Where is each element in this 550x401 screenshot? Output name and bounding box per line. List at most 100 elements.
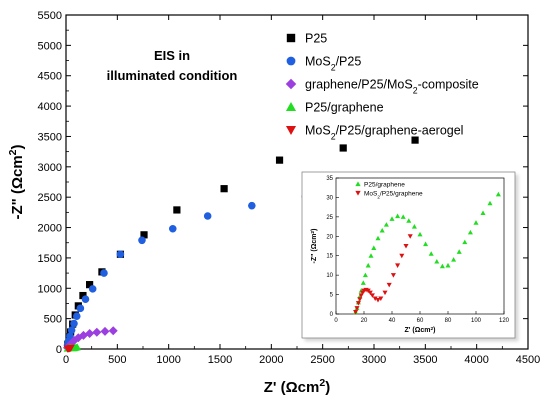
inset-data-point [378,296,384,301]
data-point [73,343,82,351]
data-point [67,344,75,352]
inset-data-point [423,241,429,247]
y-tick-label: 3500 [38,131,62,143]
inset-data-point [495,191,501,197]
x-axis-title: Z' (Ωcm2) [264,377,330,396]
data-point [81,295,90,303]
inset-data-point [371,245,377,250]
annotation-line-2: illuminated condition [107,68,238,83]
inset-y-tick-label: 5 [330,293,334,299]
inset-data-point [375,297,381,303]
data-point [116,250,125,259]
y-tick-label: 2500 [38,192,62,204]
inset-x-axis-title: Z' (Ωcm2) [404,326,435,335]
x-tick-label: 3000 [362,354,386,366]
data-point [100,326,110,336]
y-axis-title: -Z" (Ωcm2) [7,145,26,220]
y-tick-label: 4500 [38,71,62,83]
data-point [248,201,256,210]
inset-x-tick-label: 120 [499,318,510,324]
inset-data-point [355,301,361,306]
inset-box [301,171,516,339]
legend: P25 MoS2/P25 graphene/P25/MoS2-composite P2… [285,32,479,142]
data-point [92,327,102,337]
inset-data-point [480,210,486,215]
y-tick-label: 0 [56,344,62,356]
inset-x-tick-label: 80 [445,318,452,324]
inset-data-point [467,229,473,235]
x-tick-label: 4000 [464,354,488,366]
y-tick-label: 3000 [38,162,62,174]
inset-data-point [379,227,385,233]
inset-data-point [399,253,405,259]
inset-data-point [462,239,468,245]
inset-data-point [400,214,406,219]
inset-data-point [456,249,462,254]
inset-data-point [407,234,413,239]
x-tick-label: 4500 [516,354,540,366]
inset-y-tick-label: 25 [326,215,333,221]
data-point [85,329,95,339]
legend-label: graphene/P25/MoS2-composite [305,78,479,96]
data-point [70,319,78,328]
data-point [67,326,76,334]
data-point [88,285,97,293]
legend-marker [285,125,297,136]
inset-data-point [357,297,363,302]
inset-data-point [367,290,373,296]
legend-marker [286,33,296,43]
data-point [76,304,85,313]
data-point [140,231,148,239]
data-point [138,236,146,245]
inset-data-point [406,218,412,223]
inset-data-point [473,220,479,225]
inset-x-tick-label: 20 [361,318,368,324]
data-point [339,144,347,152]
inset-series-1 [353,234,413,315]
x-tick-label: 2500 [310,354,334,366]
inset-data-point [365,262,371,268]
x-tick-label: 0 [63,354,69,366]
inset-x-tick-label: 40 [389,318,396,324]
inset-plot: 0 20 40 60 80 100 120 0 5 10 15 20 25 30 35 Z' (Ωcm2) -Z… [301,171,516,339]
inset-y-tick-label: 0 [330,312,334,318]
inset-legend-marker [355,190,361,196]
x-tick-label: 500 [108,354,126,366]
y-tick-label: 5500 [38,10,62,22]
inset-data-point [362,272,368,278]
inset-y-axis-title: -Z" (Ωcm2) [310,228,319,263]
inset-legend: P25/graphene MoS2/P25/graphene [355,181,423,199]
y-tick-label: 4000 [38,101,62,113]
inset-y-tick-label: 20 [326,234,333,240]
legend-label: P25/graphene [305,101,384,115]
inset-data-point [389,216,395,221]
annotation-line-1: EIS in [154,48,190,63]
x-tick-label: 1500 [208,354,232,366]
data-point [203,212,212,220]
x-tick-label: 1000 [156,354,180,366]
inset-data-point [451,257,457,262]
inset-data-point [395,213,401,219]
inset-legend-marker [355,181,361,187]
inset-data-point [417,231,423,237]
data-point [86,281,94,289]
data-point [168,224,177,233]
x-tick-label: 2000 [259,354,283,366]
inset-x-tick-label: 60 [417,318,424,324]
data-point [66,332,74,341]
inset-y-tick-label: 35 [326,176,333,182]
inset-data-point [445,262,451,268]
inset-data-point [439,263,445,269]
series-4 [63,344,75,353]
data-point [79,291,87,300]
data-point [220,185,228,193]
inset-data-point [428,251,434,256]
inset-y-tick-label: 30 [326,195,333,201]
inset-y-tick-label: 10 [326,273,333,279]
y-tick-label: 2000 [38,223,62,235]
inset-legend-label: MoS2/P25/graphene [364,190,423,199]
legend-label: P25 [305,32,327,46]
legend-marker [286,56,296,66]
inset-data-point [372,296,378,301]
